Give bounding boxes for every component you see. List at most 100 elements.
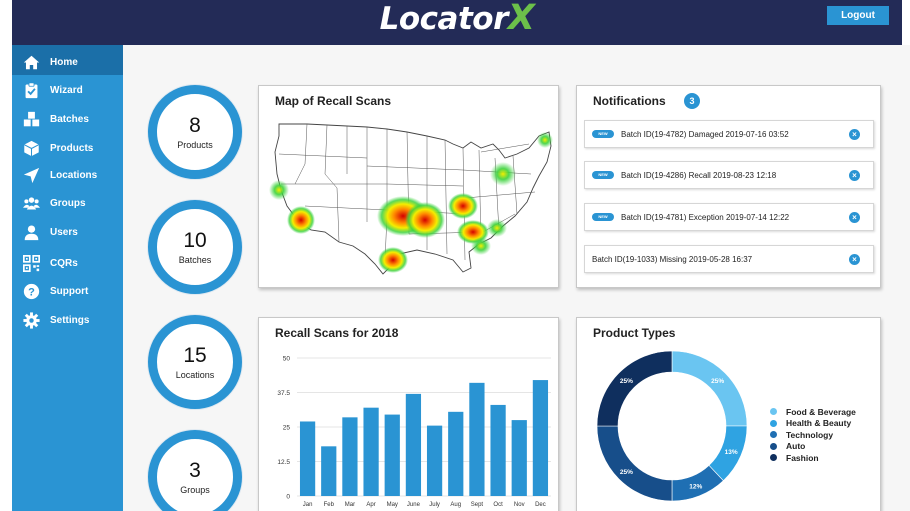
bar[interactable] bbox=[490, 404, 506, 496]
sidebar-item-batches[interactable]: Batches bbox=[12, 106, 123, 132]
donut-slice[interactable] bbox=[671, 350, 748, 427]
new-badge: NEW bbox=[592, 213, 614, 221]
sidebar-item-locations[interactable]: Locations bbox=[12, 162, 123, 188]
sidebar-item-home[interactable]: Home bbox=[12, 49, 123, 75]
slice-label: 13% bbox=[725, 449, 738, 456]
bar[interactable] bbox=[363, 407, 379, 496]
bar[interactable] bbox=[384, 414, 400, 496]
notification-item[interactable]: NEW Batch ID(19-4781) Exception 2019-07-… bbox=[584, 203, 874, 231]
sidebar-item-cqrs[interactable]: CQRs bbox=[12, 250, 123, 276]
stat-groups[interactable]: 3 Groups bbox=[148, 430, 242, 511]
y-tick-label: 12.5 bbox=[277, 459, 290, 466]
sidebar-item-users[interactable]: Users bbox=[12, 219, 123, 245]
close-icon[interactable]: × bbox=[849, 212, 860, 223]
bar[interactable] bbox=[299, 421, 316, 496]
svg-text:?: ? bbox=[28, 286, 35, 298]
sidebar-item-label: Home bbox=[50, 56, 78, 68]
boxes-icon bbox=[23, 111, 40, 126]
donut-slice[interactable] bbox=[596, 425, 673, 502]
sidebar-item-label: Settings bbox=[50, 314, 90, 326]
bar[interactable] bbox=[321, 446, 337, 496]
card-title: Notifications bbox=[593, 94, 666, 108]
home-icon bbox=[23, 55, 40, 69]
stat-label: Groups bbox=[180, 485, 210, 495]
box-icon bbox=[24, 140, 39, 156]
stat-batches[interactable]: 10 Batches bbox=[148, 200, 242, 294]
slice-label: 25% bbox=[711, 378, 724, 385]
location-arrow-icon bbox=[23, 167, 40, 183]
main-content: 8 Products 10 Batches 15 Locations 3 Gro… bbox=[123, 45, 910, 511]
legend-item: Fashion bbox=[770, 452, 856, 464]
sidebar-item-label: CQRs bbox=[50, 257, 78, 269]
legend-swatch bbox=[770, 431, 777, 439]
y-tick-label: 0 bbox=[286, 494, 290, 501]
notification-item[interactable]: NEW Batch ID(19-4782) Damaged 2019-07-16… bbox=[584, 120, 874, 148]
sidebar-item-label: Locations bbox=[50, 169, 98, 181]
notification-text: Batch ID(19-4781) Exception 2019-07-14 1… bbox=[621, 212, 790, 222]
sidebar-item-label: Batches bbox=[50, 113, 89, 125]
stat-value: 15 bbox=[183, 344, 207, 367]
stat-label: Products bbox=[177, 140, 213, 150]
sidebar-item-label: Users bbox=[50, 226, 78, 238]
x-tick-label: Jan bbox=[303, 502, 313, 508]
legend-item: Food & Beverage bbox=[770, 406, 856, 418]
sidebar-item-groups[interactable]: Groups bbox=[12, 190, 123, 216]
sidebar: Home Wizard Batches Products Locations G… bbox=[12, 45, 123, 511]
stat-label: Batches bbox=[178, 255, 212, 265]
sidebar-item-wizard[interactable]: Wizard bbox=[12, 77, 123, 103]
product-types-card: Product Types 25% 13% 12% 25% 25% Food & Bev… bbox=[576, 317, 881, 511]
stat-value: 10 bbox=[183, 229, 207, 252]
notification-item[interactable]: NEW Batch ID(19-4286) Recall 2019-08-23 … bbox=[584, 161, 874, 189]
gear-icon bbox=[23, 311, 40, 329]
logout-button[interactable]: Logout bbox=[827, 6, 889, 25]
x-tick-label: Feb bbox=[324, 502, 335, 508]
sidebar-item-label: Products bbox=[50, 142, 94, 154]
qr-code-icon bbox=[23, 254, 40, 272]
x-tick-label: Mar bbox=[345, 502, 355, 508]
x-tick-label: June bbox=[407, 502, 421, 508]
x-tick-label: Oct bbox=[493, 502, 503, 508]
close-icon[interactable]: × bbox=[849, 129, 860, 140]
bar[interactable] bbox=[532, 380, 549, 496]
x-tick-label: Sept bbox=[471, 502, 484, 508]
question-icon: ? bbox=[23, 283, 40, 299]
bar[interactable] bbox=[511, 420, 527, 496]
x-tick-label: May bbox=[387, 502, 398, 508]
bar[interactable] bbox=[405, 393, 422, 496]
recall-heat-map[interactable] bbox=[267, 114, 554, 284]
sidebar-item-label: Support bbox=[50, 285, 89, 297]
bar[interactable] bbox=[448, 411, 464, 496]
close-icon[interactable]: × bbox=[849, 170, 860, 181]
x-tick-label: July bbox=[429, 502, 440, 508]
users-group-icon bbox=[23, 196, 40, 209]
sidebar-item-products[interactable]: Products bbox=[12, 135, 123, 161]
sidebar-item-support[interactable]: ? Support bbox=[12, 278, 123, 304]
sidebar-item-label: Wizard bbox=[50, 84, 83, 96]
stat-products[interactable]: 8 Products bbox=[148, 85, 242, 179]
legend-swatch bbox=[770, 419, 777, 427]
slice-label: 25% bbox=[620, 469, 633, 476]
sidebar-item-settings[interactable]: Settings bbox=[12, 307, 123, 333]
notification-text: Batch ID(19-1033) Missing 2019-05-28 16:… bbox=[592, 254, 753, 264]
x-tick-label: Aug bbox=[450, 502, 461, 508]
slice-label: 25% bbox=[620, 378, 633, 385]
notification-item[interactable]: Batch ID(19-1033) Missing 2019-05-28 16:… bbox=[584, 245, 874, 273]
map-card: Map of Recall Scans bbox=[258, 85, 559, 288]
bar[interactable] bbox=[342, 417, 358, 496]
clipboard-check-icon bbox=[25, 81, 38, 98]
bar[interactable] bbox=[469, 382, 485, 496]
bar[interactable] bbox=[426, 425, 443, 496]
chart-legend: Food & Beverage Health & Beauty Technolo… bbox=[770, 406, 856, 464]
y-tick-label: 50 bbox=[283, 356, 291, 363]
notification-text: Batch ID(19-4782) Damaged 2019-07-16 03:… bbox=[621, 129, 789, 139]
donut-slice[interactable] bbox=[596, 350, 673, 427]
x-tick-label: Dec bbox=[535, 502, 546, 508]
y-tick-label: 25 bbox=[283, 425, 291, 432]
new-badge: NEW bbox=[592, 130, 614, 138]
card-title: Product Types bbox=[593, 326, 676, 340]
stat-locations[interactable]: 15 Locations bbox=[148, 315, 242, 409]
close-icon[interactable]: × bbox=[849, 254, 860, 265]
x-tick-label: Nov bbox=[514, 502, 525, 508]
legend-swatch bbox=[770, 454, 777, 462]
notification-count-badge: 3 bbox=[684, 93, 700, 109]
